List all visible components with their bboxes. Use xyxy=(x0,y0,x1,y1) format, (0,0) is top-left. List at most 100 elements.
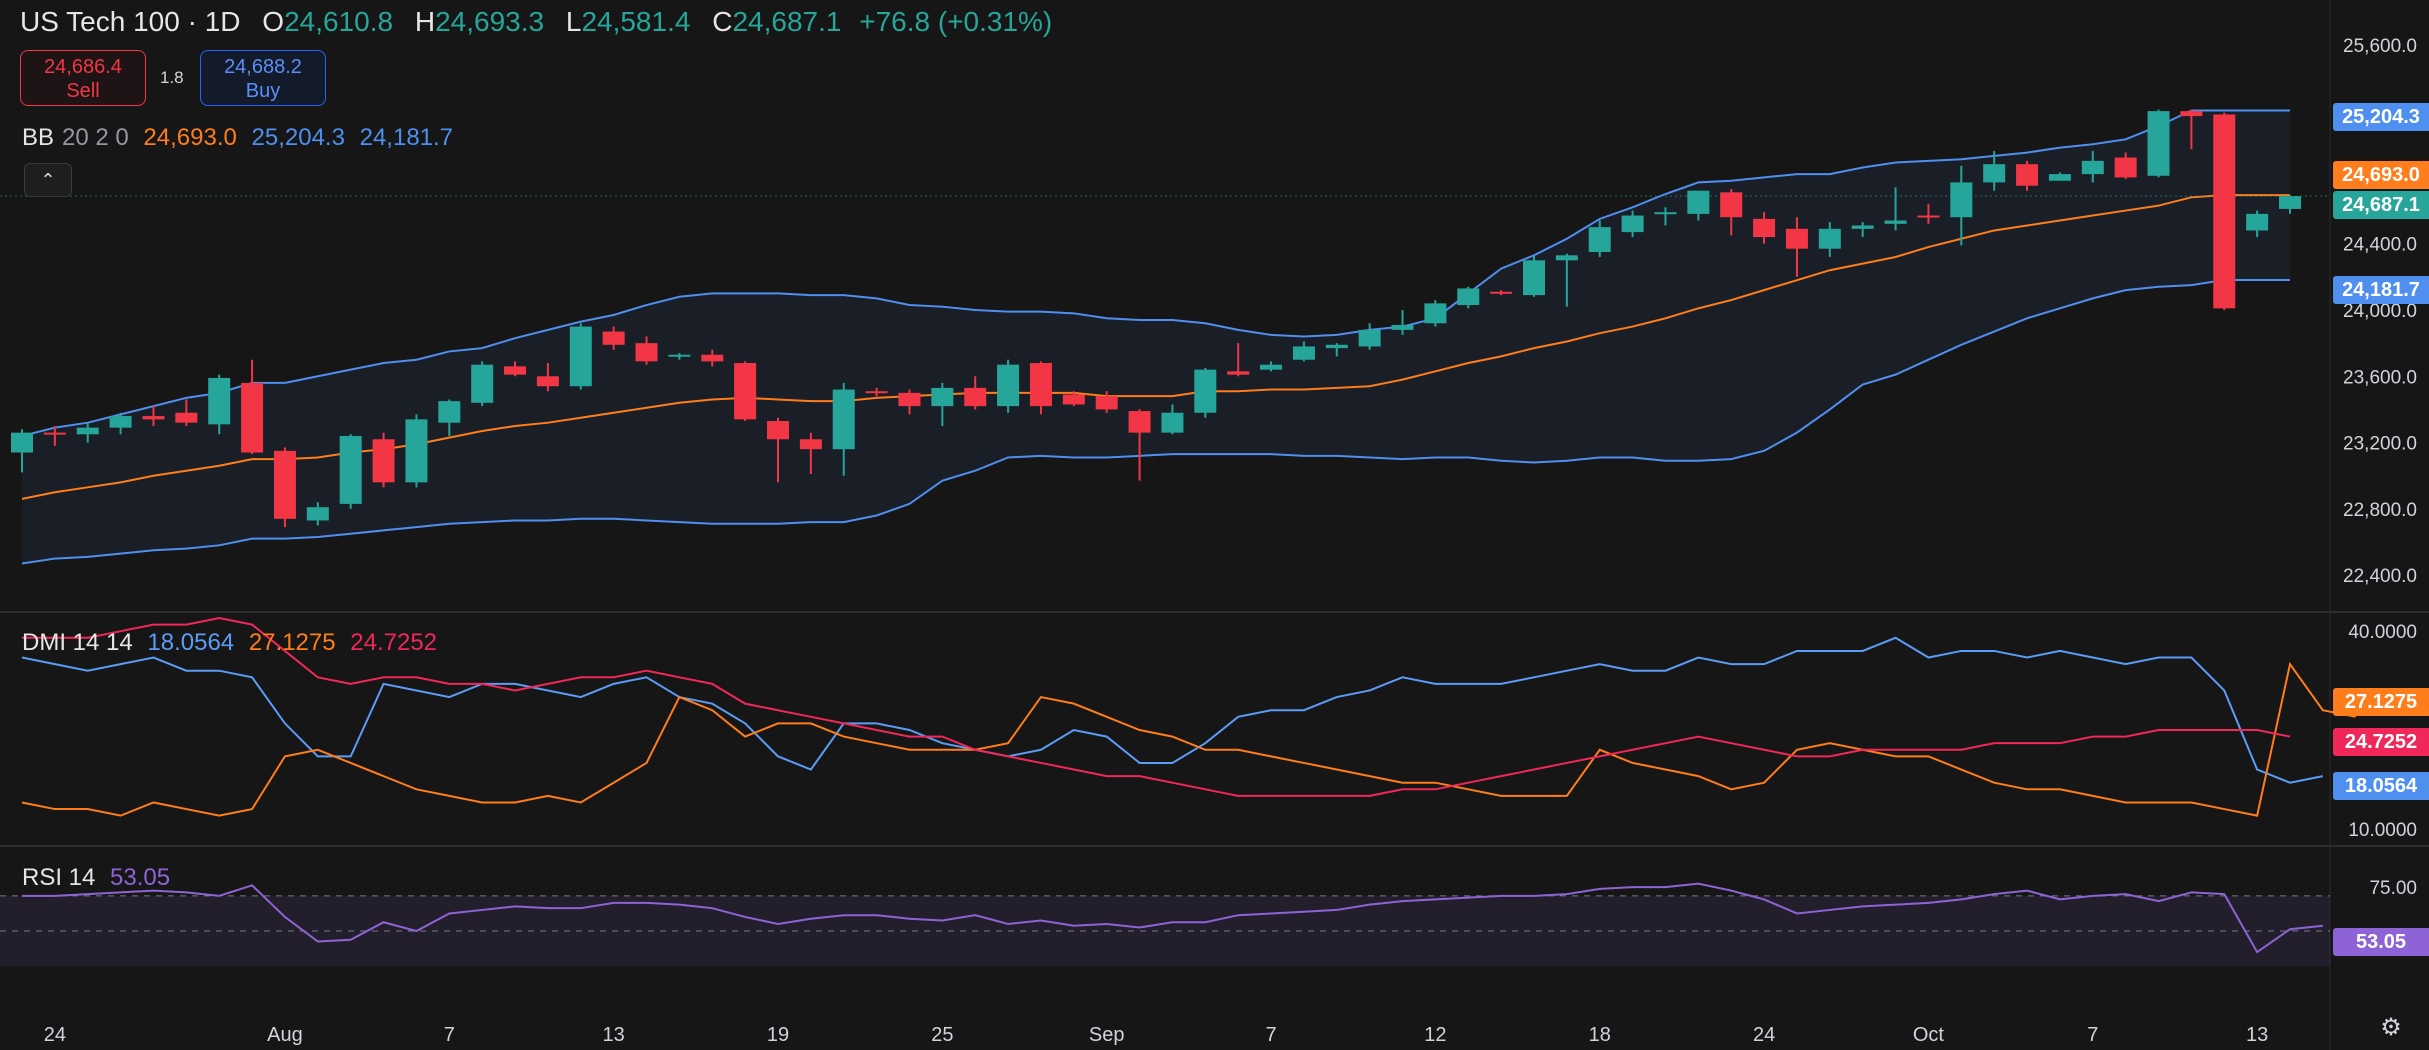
candle-body xyxy=(1884,220,1907,224)
bb-lower-value: 24,181.7 xyxy=(359,124,454,151)
time-axis-tick: 12 xyxy=(1424,1024,1446,1046)
candle-body xyxy=(1029,363,1052,407)
dmi-plus-value: 18.0564 xyxy=(147,629,235,656)
candle-body xyxy=(1983,164,2006,183)
price-axis-tick: 23,600.0 xyxy=(2343,367,2417,388)
spread-value: 1.8 xyxy=(160,68,184,87)
time-axis-tick: 7 xyxy=(2087,1024,2098,1046)
candle-body xyxy=(997,364,1020,407)
candle-body xyxy=(306,507,329,521)
candle-body xyxy=(2016,164,2039,186)
dmi-axis-tick: 40.0000 xyxy=(2348,622,2417,643)
high-label: H xyxy=(414,6,436,37)
candle-body xyxy=(1424,303,1447,324)
adx-tag: 24.7252 xyxy=(2333,728,2429,756)
price-axis-tick: 22,400.0 xyxy=(2343,566,2417,587)
last-price-tag: 24,687.1 xyxy=(2333,191,2429,219)
candle-body xyxy=(767,421,789,440)
low-label: L xyxy=(565,6,582,37)
bb-upper-line xyxy=(21,109,2290,437)
price-axis-tick: 25,600.0 xyxy=(2343,36,2417,57)
candle-body xyxy=(1062,394,1085,405)
buy-button[interactable]: 24,688.2 Buy xyxy=(200,50,326,106)
candle-body xyxy=(931,387,954,407)
candle-body xyxy=(1917,215,1940,218)
candle-body xyxy=(1227,371,1250,375)
bb-upper-value: 25,204.3 xyxy=(251,124,345,151)
dmi-series-line xyxy=(21,636,2324,784)
candle-body xyxy=(1523,260,1545,296)
time-axis-tick: Oct xyxy=(1913,1024,1945,1046)
dmi-series-line xyxy=(21,661,2356,817)
symbol-header: US Tech 100 · 1D O24,610.8 H24,693.3 L24… xyxy=(20,6,1052,38)
bb-lower-line xyxy=(21,279,2290,565)
buy-price: 24,688.2 xyxy=(224,56,302,78)
candle-body xyxy=(569,326,592,387)
time-axis-tick: 7 xyxy=(444,1024,455,1046)
candle-body xyxy=(43,432,66,435)
candle-body xyxy=(175,412,198,423)
time-axis-tick: 19 xyxy=(767,1024,789,1046)
candle-body xyxy=(1753,218,1776,238)
dmi-axis-tick: 10.0000 xyxy=(2348,820,2417,841)
bb-lower-tag: 24,181.7 xyxy=(2333,276,2429,304)
symbol-title: US Tech 100 · 1D xyxy=(20,6,241,37)
chevron-up-icon[interactable]: ⌃ xyxy=(24,163,72,197)
open-value: 24,610.8 xyxy=(284,6,394,37)
high-value: 24,693.3 xyxy=(435,6,545,37)
buy-label: Buy xyxy=(245,80,281,102)
candle-body xyxy=(1720,192,1743,218)
dmi-minus-value: 27.1275 xyxy=(248,629,336,656)
candle-body xyxy=(701,354,724,362)
price-axis-tick: 23,200.0 xyxy=(2343,434,2417,455)
bb-basis-tag: 24,693.0 xyxy=(2333,161,2429,189)
candle-body xyxy=(734,363,757,420)
candle-body xyxy=(1194,369,1217,413)
sell-price: 24,686.4 xyxy=(44,56,122,78)
candle-body xyxy=(504,366,527,375)
price-axis-tick: 24,400.0 xyxy=(2343,235,2417,256)
candle-body xyxy=(1128,411,1151,433)
candle-body xyxy=(964,387,987,407)
bb-legend[interactable]: BB 20 2 0 24,693.0 25,204.3 24,181.7 xyxy=(22,124,454,151)
time-axis-tick: 13 xyxy=(603,1024,625,1046)
candle-body xyxy=(2114,157,2137,178)
candle-body xyxy=(1654,212,1677,215)
candle-body xyxy=(1818,228,1841,249)
candle-body xyxy=(241,382,264,453)
open-label: O xyxy=(262,6,285,37)
candle-body xyxy=(438,401,461,423)
gear-icon[interactable]: ⚙ xyxy=(2380,1014,2402,1041)
candle-body xyxy=(208,377,231,425)
candle-body xyxy=(1851,225,1874,229)
rsi-title: RSI 14 xyxy=(22,864,96,891)
sell-button[interactable]: 24,686.4 Sell xyxy=(20,50,146,106)
candle-body xyxy=(1292,346,1315,360)
candle-body xyxy=(2081,160,2104,175)
candle-body xyxy=(1161,412,1184,433)
rsi-line xyxy=(22,882,2323,954)
bb-fill xyxy=(22,110,2290,564)
candle-body xyxy=(1457,288,1480,306)
candle-body xyxy=(2048,174,2071,181)
candle-body xyxy=(832,389,855,450)
low-value: 24,581.4 xyxy=(581,6,691,37)
bb-basis-line xyxy=(21,194,2290,500)
time-axis-tick: 7 xyxy=(1265,1024,1276,1046)
candle-body xyxy=(1687,190,1710,214)
candle-body xyxy=(799,439,822,450)
candle-body xyxy=(142,416,165,420)
candle-body xyxy=(109,416,132,428)
dmi-legend[interactable]: DMI 14 14 18.0564 27.1275 24.7252 xyxy=(22,629,445,657)
rsi-legend[interactable]: RSI 14 53.05 xyxy=(22,864,178,892)
time-axis-tick: 13 xyxy=(2246,1024,2268,1046)
dmi-title: DMI 14 14 xyxy=(22,629,133,656)
rsi-axis-tick: 75.00 xyxy=(2369,878,2417,899)
candle-body xyxy=(2279,196,2301,209)
candle-body xyxy=(2180,111,2203,117)
change-value: +76.8 (+0.31%) xyxy=(859,6,1053,37)
candle-body xyxy=(898,392,921,407)
candle-body xyxy=(1391,324,1414,330)
time-axis-tick: Sep xyxy=(1089,1024,1125,1046)
